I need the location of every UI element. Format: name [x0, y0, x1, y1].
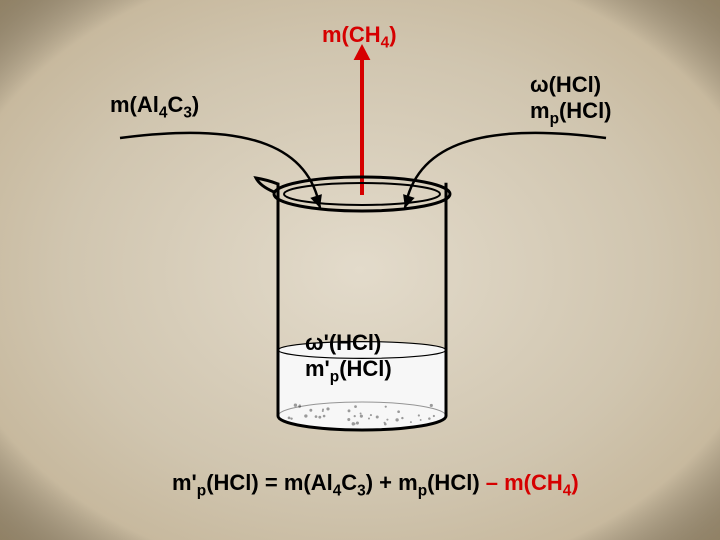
diagram-svg [0, 0, 720, 540]
arrow-gas-out [354, 44, 371, 195]
beaker [256, 177, 450, 430]
mass-balance-equation: m'p(HCl) = m(Al4C3) + mp(HCl) – m(CH4) [172, 470, 579, 496]
label-liquid-mass: m'p(HCl) [305, 356, 392, 382]
label-acid-mass: mp(HCl) [530, 98, 612, 124]
label-acid-omega: ω(HCl) [530, 72, 601, 98]
label-gas-out: m(CH4) [322, 22, 397, 48]
chemistry-diagram: m(CH4) m(Al4C3) ω(HCl) mp(HCl) ω'(HCl) m… [0, 0, 720, 540]
arrow-left-in [120, 133, 322, 208]
arrow-right-in [403, 133, 606, 208]
label-reagent-left: m(Al4C3) [110, 92, 199, 118]
label-liquid-omega: ω'(HCl) [305, 330, 381, 356]
